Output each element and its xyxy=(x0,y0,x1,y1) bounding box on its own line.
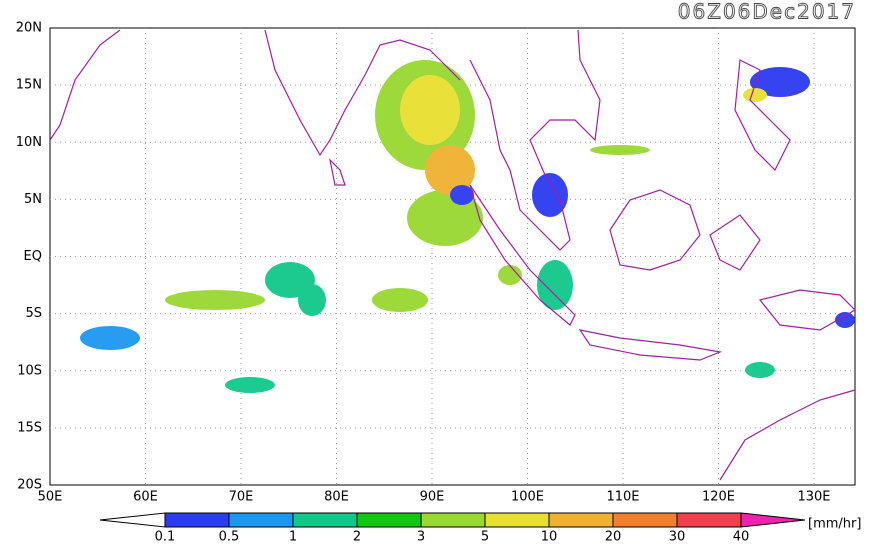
colorbar-box xyxy=(676,512,742,528)
colorbar-box xyxy=(164,512,230,528)
lat-label: EQ xyxy=(24,249,42,264)
graticule xyxy=(50,28,855,485)
lat-label: 20S xyxy=(17,478,42,493)
rain-areas xyxy=(80,60,855,393)
lon-label: 130E xyxy=(797,490,830,505)
colorbar-high xyxy=(740,512,806,528)
lat-label: 15S xyxy=(17,420,42,435)
colorbar-label: 0.1 xyxy=(155,530,176,545)
colorbar-low xyxy=(99,512,166,528)
lon-label: 100E xyxy=(511,490,544,505)
colorbar-box xyxy=(548,512,614,528)
lon-label: 80E xyxy=(324,490,349,505)
lon-label: 90E xyxy=(420,490,445,505)
colorbar-label: 30 xyxy=(669,530,686,545)
colorbar-unit: [mm/hr] xyxy=(808,517,861,532)
colorbar-box xyxy=(420,512,486,528)
colorbar-label: 40 xyxy=(733,530,750,545)
lon-label: 120E xyxy=(702,490,735,505)
lon-label: 60E xyxy=(133,490,158,505)
colorbar-box xyxy=(484,512,550,528)
coastlines xyxy=(49,29,856,481)
lon-label: 50E xyxy=(38,490,63,505)
map-title: 06Z06Dec2017 xyxy=(678,0,856,24)
colorbar: 0.1 0.5 1 2 3 5 10 20 30 40 [mm/hr] xyxy=(99,512,861,545)
colorbar-box xyxy=(612,512,678,528)
lat-label: 10S xyxy=(17,363,42,378)
lat-label: 10N xyxy=(16,135,42,150)
colorbar-label: 20 xyxy=(605,530,622,545)
colorbar-label: 1 xyxy=(289,530,297,545)
lat-label: 20N xyxy=(16,21,42,36)
lon-label: 70E xyxy=(229,490,254,505)
colorbar-label: 2 xyxy=(353,530,361,545)
lat-label: 15N xyxy=(16,78,42,93)
colorbar-label: 3 xyxy=(417,530,425,545)
colorbar-box xyxy=(356,512,422,528)
lat-label: 5N xyxy=(24,192,42,207)
colorbar-label: 0.5 xyxy=(219,530,240,545)
lon-label: 110E xyxy=(606,490,639,505)
colorbar-label: 5 xyxy=(481,530,489,545)
colorbar-label: 10 xyxy=(541,530,558,545)
colorbar-box xyxy=(228,512,294,528)
colorbar-box xyxy=(292,512,358,528)
lat-label: 5S xyxy=(25,306,42,321)
